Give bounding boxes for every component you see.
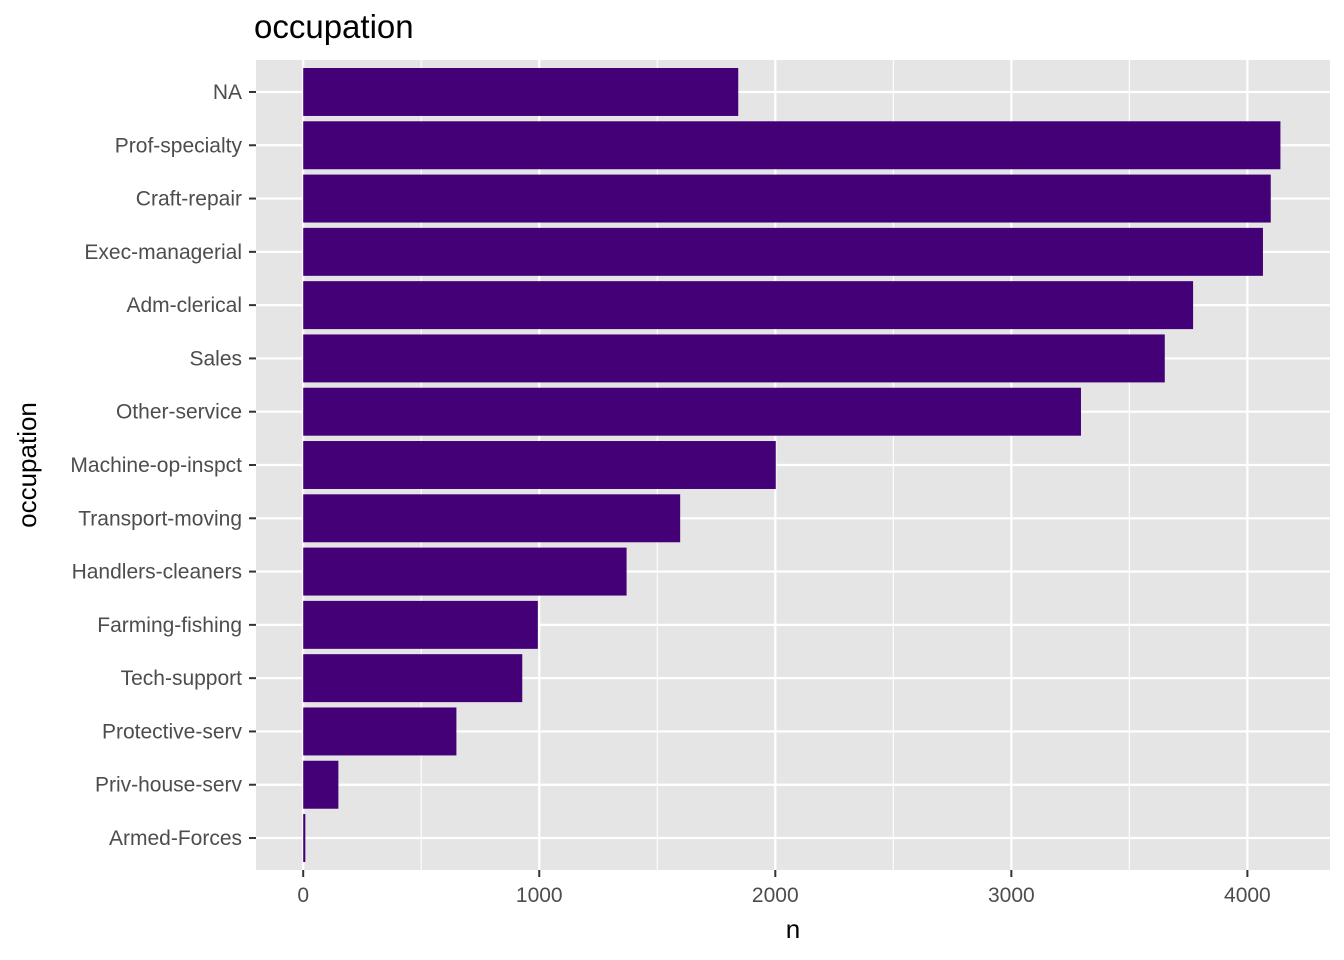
bar (303, 707, 457, 756)
y-tick-label: Exec-managerial (84, 241, 242, 264)
bar (303, 494, 681, 543)
y-axis-title: occupation (12, 402, 42, 528)
x-tick-label: 1000 (516, 884, 563, 907)
y-tick-label: Protective-serv (102, 720, 243, 743)
y-tick-label: Sales (189, 347, 242, 370)
bar (303, 654, 523, 703)
y-tick-label: Other-service (116, 401, 242, 424)
x-tick-label: 2000 (752, 884, 799, 907)
y-tick-label: Craft-repair (136, 188, 242, 211)
y-tick-label: Farming-fishing (97, 614, 242, 637)
x-tick-label: 4000 (1224, 884, 1271, 907)
bar (303, 441, 776, 489)
y-tick-label: Handlers-cleaners (72, 561, 242, 584)
y-tick-label: Tech-support (121, 667, 243, 690)
y-tick-label: Transport-moving (78, 507, 242, 530)
bar (303, 760, 339, 809)
y-axis: NA Prof-specialty Craft-repair Exec-manager… (70, 81, 256, 850)
bar (303, 387, 1081, 436)
x-axis: 0 1000 2000 3000 4000 (297, 870, 1271, 907)
bar (303, 814, 306, 863)
bar (303, 281, 1194, 330)
bar (303, 547, 627, 596)
x-tick-label: 0 (297, 884, 309, 907)
bar (303, 67, 739, 116)
y-tick-label: Prof-specialty (115, 134, 243, 157)
bars (303, 67, 1281, 863)
y-tick-label: Priv-house-serv (95, 774, 243, 797)
x-tick-label: 3000 (988, 884, 1035, 907)
y-tick-label: NA (213, 81, 242, 104)
bar (303, 600, 538, 649)
bar (303, 334, 1165, 383)
y-tick-label: Machine-op-inspct (70, 454, 242, 477)
y-tick-label: Armed-Forces (109, 827, 242, 850)
chart-title: occupation (254, 8, 414, 45)
x-axis-title: n (786, 914, 800, 944)
bar (303, 174, 1271, 223)
bar (303, 227, 1263, 276)
bar (303, 121, 1281, 170)
y-tick-label: Adm-clerical (126, 294, 242, 317)
